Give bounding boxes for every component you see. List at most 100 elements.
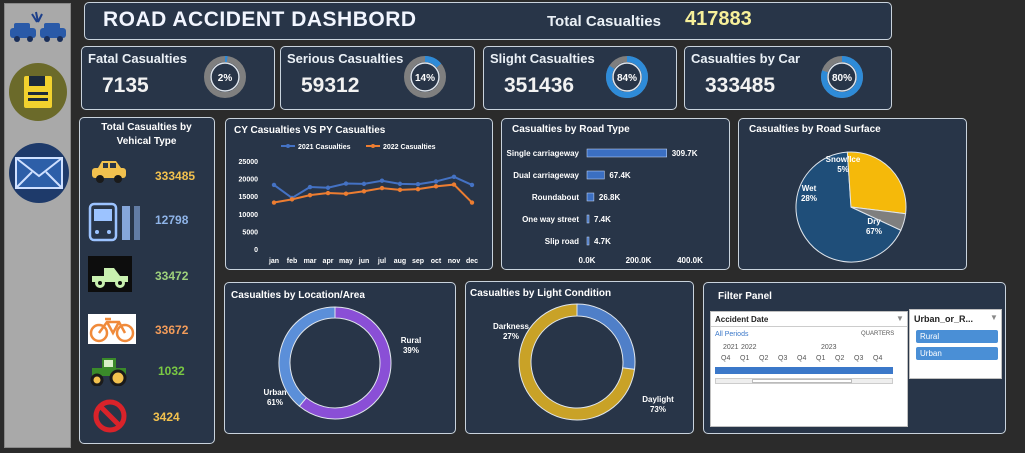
line-chart-title: CY Casualties VS PY Casualties [234, 125, 386, 136]
y-tick-label: 10000 [239, 212, 259, 219]
vehicle-casualty-value: 33672 [155, 323, 189, 337]
car-logo-icon[interactable] [8, 8, 68, 48]
series-point [289, 197, 295, 202]
x-tick-label: 400.0K [677, 256, 703, 265]
x-tick-label: jun [358, 258, 370, 265]
quarter-label[interactable]: Q4 [721, 355, 731, 362]
area-slicer[interactable]: Urban_or_R... ▼ Rural Urban [909, 309, 1002, 379]
bar [586, 236, 590, 246]
slice-pct-label: 61% [267, 398, 283, 407]
vehicle-panel-title-line2: Vehical Type [116, 136, 177, 147]
series-point [307, 184, 313, 190]
quarter-label[interactable]: Q1 [816, 355, 826, 362]
slicer-option-rural[interactable]: Rural [916, 330, 998, 343]
series-point [325, 185, 331, 190]
slicer-option-urban[interactable]: Urban [916, 347, 998, 360]
series-point [433, 184, 439, 189]
bar-value-label: 309.7K [672, 149, 698, 158]
bus-icon [88, 202, 150, 249]
x-tick-label: feb [287, 258, 298, 265]
save-icon[interactable] [8, 62, 68, 122]
kpi-label: Serious Casualties [287, 51, 404, 66]
kpi-label: Fatal Casualties [88, 51, 187, 66]
road-surface-title: Casualties by Road Surface [749, 124, 881, 135]
slice-name-label: Daylight [642, 395, 674, 404]
slice-pct-label: 5% [837, 165, 849, 174]
bar [586, 214, 590, 224]
location-title: Casualties by Location/Area [231, 290, 365, 301]
kpi-card: Fatal Casualties 7135 2% [81, 46, 275, 110]
y-tick-label: 5000 [242, 229, 258, 236]
kpi-card: Slight Casualties 351436 84% [483, 46, 677, 110]
series-point [469, 182, 475, 188]
kpi-ring-inner [612, 62, 642, 92]
slice-pct-label: 39% [403, 346, 419, 355]
granularity-dropdown[interactable]: QUARTERS [861, 331, 895, 337]
kpi-ring: 2% [204, 56, 246, 98]
quarter-label[interactable]: Q3 [778, 355, 788, 362]
location-chart-panel: Casualties by Location/Area Urban 61% Rura… [224, 282, 456, 434]
series-point [343, 181, 349, 186]
bar [586, 170, 605, 180]
scroll-thumb[interactable] [752, 379, 852, 383]
filter-panel: Filter Panel Accident Date ▼ All Periods… [703, 282, 1006, 434]
x-tick-label: sep [412, 258, 424, 265]
timeline-bar[interactable] [715, 367, 893, 374]
kpi-ring-inner [210, 62, 240, 92]
year-label-2022: 2022 [741, 344, 757, 351]
x-tick-label: 0.0K [579, 256, 596, 265]
divider [711, 326, 907, 327]
series-point [361, 189, 367, 194]
quarter-label[interactable]: Q4 [797, 355, 807, 362]
slice-name-label: Wet [802, 184, 817, 193]
line-chart: 0 5000 10000 15000 20000 25000 jan feb mar apr may… [239, 144, 478, 265]
road-surface-chart-panel: Casualties by Road Surface Dry 67% Wet 28% S… [738, 118, 967, 270]
series-point [451, 174, 457, 180]
light-condition-title: Casualties by Light Condition [470, 288, 612, 299]
x-tick-label: may [339, 258, 353, 265]
kpi-value: 333485 [705, 74, 776, 97]
series-point [325, 190, 331, 196]
road-type-bar-chart: Single carriageway 309.7K Dual carriageway… [507, 148, 703, 265]
kpi-value: 351436 [504, 74, 575, 97]
slice-name-label: Rural [401, 336, 421, 345]
quarter-label[interactable]: Q1 [740, 355, 750, 362]
y-tick-label: 15000 [239, 194, 259, 201]
kpi-ring: 14% [404, 56, 446, 98]
series-point [361, 181, 367, 187]
x-tick-label: mar [304, 258, 317, 265]
series-point [379, 178, 385, 183]
slice-pct-label: 73% [650, 405, 666, 414]
date-slicer[interactable]: Accident Date ▼ All Periods QUARTERS 202… [710, 311, 908, 427]
tractor-icon [88, 354, 132, 391]
road-type-chart-panel: Casualties by Road Type Single carriagew… [501, 118, 730, 270]
kpi-label: Casualties by Car [691, 51, 801, 66]
kpi-pct: 2% [218, 73, 233, 84]
quarter-label[interactable]: Q2 [759, 355, 769, 362]
kpi-label: Slight Casualties [490, 51, 595, 66]
vehicle-casualty-value: 12798 [155, 213, 189, 227]
header-bar: ROAD ACCIDENT DASHBORD Total Casualties … [84, 2, 892, 40]
series-point [343, 191, 349, 196]
timeline-scrollbar[interactable] [715, 378, 893, 384]
series-point [415, 186, 421, 192]
bike-icon [88, 314, 136, 349]
year-label-2023: 2023 [821, 344, 837, 351]
series-point [451, 182, 457, 187]
vehicle-casualty-value: 333485 [155, 169, 196, 183]
date-slicer-filter-icon[interactable]: ▼ [896, 314, 904, 323]
series-point [271, 182, 277, 188]
slice-pct-label: 28% [801, 194, 817, 203]
bar-value-label: 7.4K [594, 215, 611, 224]
kpi-ring: 84% [606, 56, 648, 98]
quarter-label[interactable]: Q2 [835, 355, 845, 362]
vehicle-casualty-value: 1032 [158, 364, 185, 378]
mail-icon[interactable] [8, 142, 70, 204]
quarter-label[interactable]: Q4 [873, 355, 883, 362]
x-tick-label: nov [448, 258, 461, 265]
bar-category-label: Slip road [545, 237, 579, 246]
area-slicer-filter-icon[interactable]: ▼ [990, 313, 998, 322]
quarter-label[interactable]: Q3 [854, 355, 864, 362]
